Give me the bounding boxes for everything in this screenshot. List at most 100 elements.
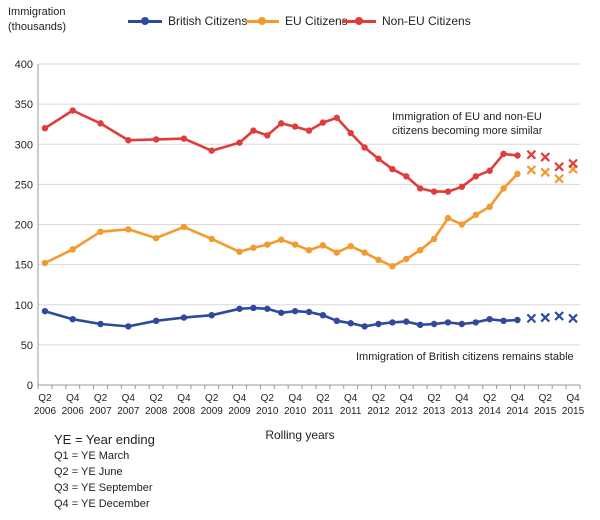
forecast-marker-eu bbox=[526, 165, 537, 175]
x-tick-label-quarter: Q4 bbox=[233, 393, 247, 404]
data-point-british bbox=[264, 305, 271, 312]
data-point-eu bbox=[500, 185, 507, 192]
data-point-non-eu bbox=[389, 165, 396, 173]
data-point-eu bbox=[69, 246, 76, 253]
x-tick-label-quarter: Q2 bbox=[372, 393, 386, 404]
data-point-non-eu bbox=[291, 123, 299, 130]
data-point-non-eu bbox=[152, 136, 160, 143]
data-point-british bbox=[375, 320, 382, 328]
data-point-non-eu bbox=[319, 119, 327, 126]
x-tick-label-quarter: Q4 bbox=[566, 393, 580, 404]
series-british bbox=[41, 304, 578, 330]
data-point-british bbox=[250, 304, 257, 312]
forecast-marker-eu bbox=[554, 173, 564, 184]
data-point-eu bbox=[264, 241, 271, 248]
x-tick-label-year: 2011 bbox=[340, 406, 362, 417]
x-tick-label-year: 2009 bbox=[201, 406, 224, 417]
data-point-british bbox=[180, 314, 188, 321]
forecast-marker-non-eu bbox=[540, 152, 551, 162]
data-point-non-eu bbox=[514, 152, 521, 159]
data-point-eu bbox=[375, 256, 382, 264]
data-point-non-eu bbox=[278, 120, 285, 127]
data-point-eu bbox=[305, 246, 313, 254]
data-point-british bbox=[403, 318, 410, 325]
legend-swatch-british bbox=[128, 16, 162, 25]
forecast-marker-stroke bbox=[568, 158, 578, 169]
data-point-eu bbox=[333, 249, 340, 256]
forecast-marker-stroke bbox=[554, 173, 564, 184]
y-tick-label: 200 bbox=[15, 220, 33, 232]
data-point-eu bbox=[472, 211, 479, 219]
data-point-eu bbox=[236, 248, 243, 255]
notes-heading: YE = Year ending bbox=[54, 432, 155, 447]
data-point-british bbox=[125, 323, 132, 330]
data-point-british bbox=[347, 320, 354, 327]
legend-label-british: British Citizens bbox=[168, 14, 248, 28]
data-point-non-eu bbox=[236, 139, 243, 146]
data-point-british bbox=[514, 316, 521, 324]
forecast-marker-british bbox=[554, 311, 564, 321]
data-point-british bbox=[333, 317, 340, 324]
data-point-non-eu bbox=[41, 125, 49, 132]
x-tick-label-quarter: Q2 bbox=[205, 393, 219, 404]
x-tick-label-year: 2007 bbox=[117, 406, 140, 417]
data-point-non-eu bbox=[264, 132, 271, 139]
data-point-non-eu bbox=[486, 167, 493, 174]
legend-item-eu: EU Citizens bbox=[245, 14, 348, 28]
annotation-british: Immigration of British citizens remains … bbox=[356, 350, 574, 364]
data-point-eu bbox=[389, 263, 396, 270]
x-tick-label-quarter: Q2 bbox=[539, 393, 553, 404]
legend-swatch-eu bbox=[245, 16, 279, 25]
x-tick-label-year: 2009 bbox=[228, 406, 251, 417]
x-tick-label-year: 2008 bbox=[173, 406, 196, 417]
data-point-non-eu bbox=[458, 183, 466, 190]
data-point-eu bbox=[458, 221, 466, 228]
series-line-non-eu bbox=[44, 109, 518, 193]
x-tick-label-quarter: Q2 bbox=[427, 393, 441, 404]
data-point-british bbox=[319, 311, 327, 319]
forecast-marker-british bbox=[568, 313, 578, 324]
x-tick-label-quarter: Q4 bbox=[455, 393, 469, 404]
data-point-eu bbox=[152, 234, 160, 242]
data-point-british bbox=[472, 319, 479, 326]
forecast-marker-stroke bbox=[568, 313, 578, 324]
data-point-british bbox=[389, 319, 396, 326]
data-point-british bbox=[291, 307, 299, 315]
data-point-non-eu bbox=[180, 135, 188, 142]
x-tick-label-quarter: Q4 bbox=[288, 393, 302, 404]
y-tick-label: 50 bbox=[21, 340, 33, 352]
forecast-marker-non-eu bbox=[554, 161, 564, 172]
data-point-british bbox=[41, 307, 49, 315]
x-tick-label-quarter: Q4 bbox=[400, 393, 414, 404]
forecast-marker-stroke bbox=[526, 165, 537, 175]
data-point-non-eu bbox=[305, 127, 313, 134]
data-point-british bbox=[416, 321, 424, 329]
y-tick-label: 0 bbox=[27, 380, 33, 392]
annotation-eu-non-eu: Immigration of EU and non-EU citizens be… bbox=[392, 110, 542, 138]
data-point-british bbox=[69, 315, 76, 323]
series-line-eu bbox=[44, 173, 519, 268]
y-axis-title-line-1: Immigration bbox=[8, 6, 66, 18]
data-point-non-eu bbox=[444, 188, 452, 195]
data-point-eu bbox=[514, 170, 521, 178]
data-point-british bbox=[152, 317, 160, 324]
forecast-marker-stroke bbox=[554, 161, 564, 172]
legend-swatch-non-eu bbox=[342, 16, 376, 25]
data-point-british bbox=[97, 320, 104, 328]
data-point-eu bbox=[347, 242, 354, 250]
notes-item-q3: Q3 = YE September bbox=[54, 482, 153, 494]
data-point-eu bbox=[319, 242, 327, 249]
forecast-marker-eu bbox=[540, 167, 551, 178]
forecast-marker-stroke bbox=[540, 312, 551, 323]
data-point-non-eu bbox=[416, 185, 424, 192]
data-point-british bbox=[208, 311, 215, 319]
x-tick-label-year: 2013 bbox=[423, 406, 446, 417]
data-point-british bbox=[500, 317, 507, 324]
data-point-british bbox=[278, 309, 285, 316]
y-tick-label: 300 bbox=[15, 139, 33, 151]
x-tick-label-quarter: Q2 bbox=[316, 393, 330, 404]
x-tick-label-quarter: Q4 bbox=[66, 393, 80, 404]
forecast-marker-stroke bbox=[554, 311, 564, 321]
notes-item-q4: Q4 = YE December bbox=[54, 498, 150, 510]
forecast-marker-british bbox=[526, 313, 537, 324]
